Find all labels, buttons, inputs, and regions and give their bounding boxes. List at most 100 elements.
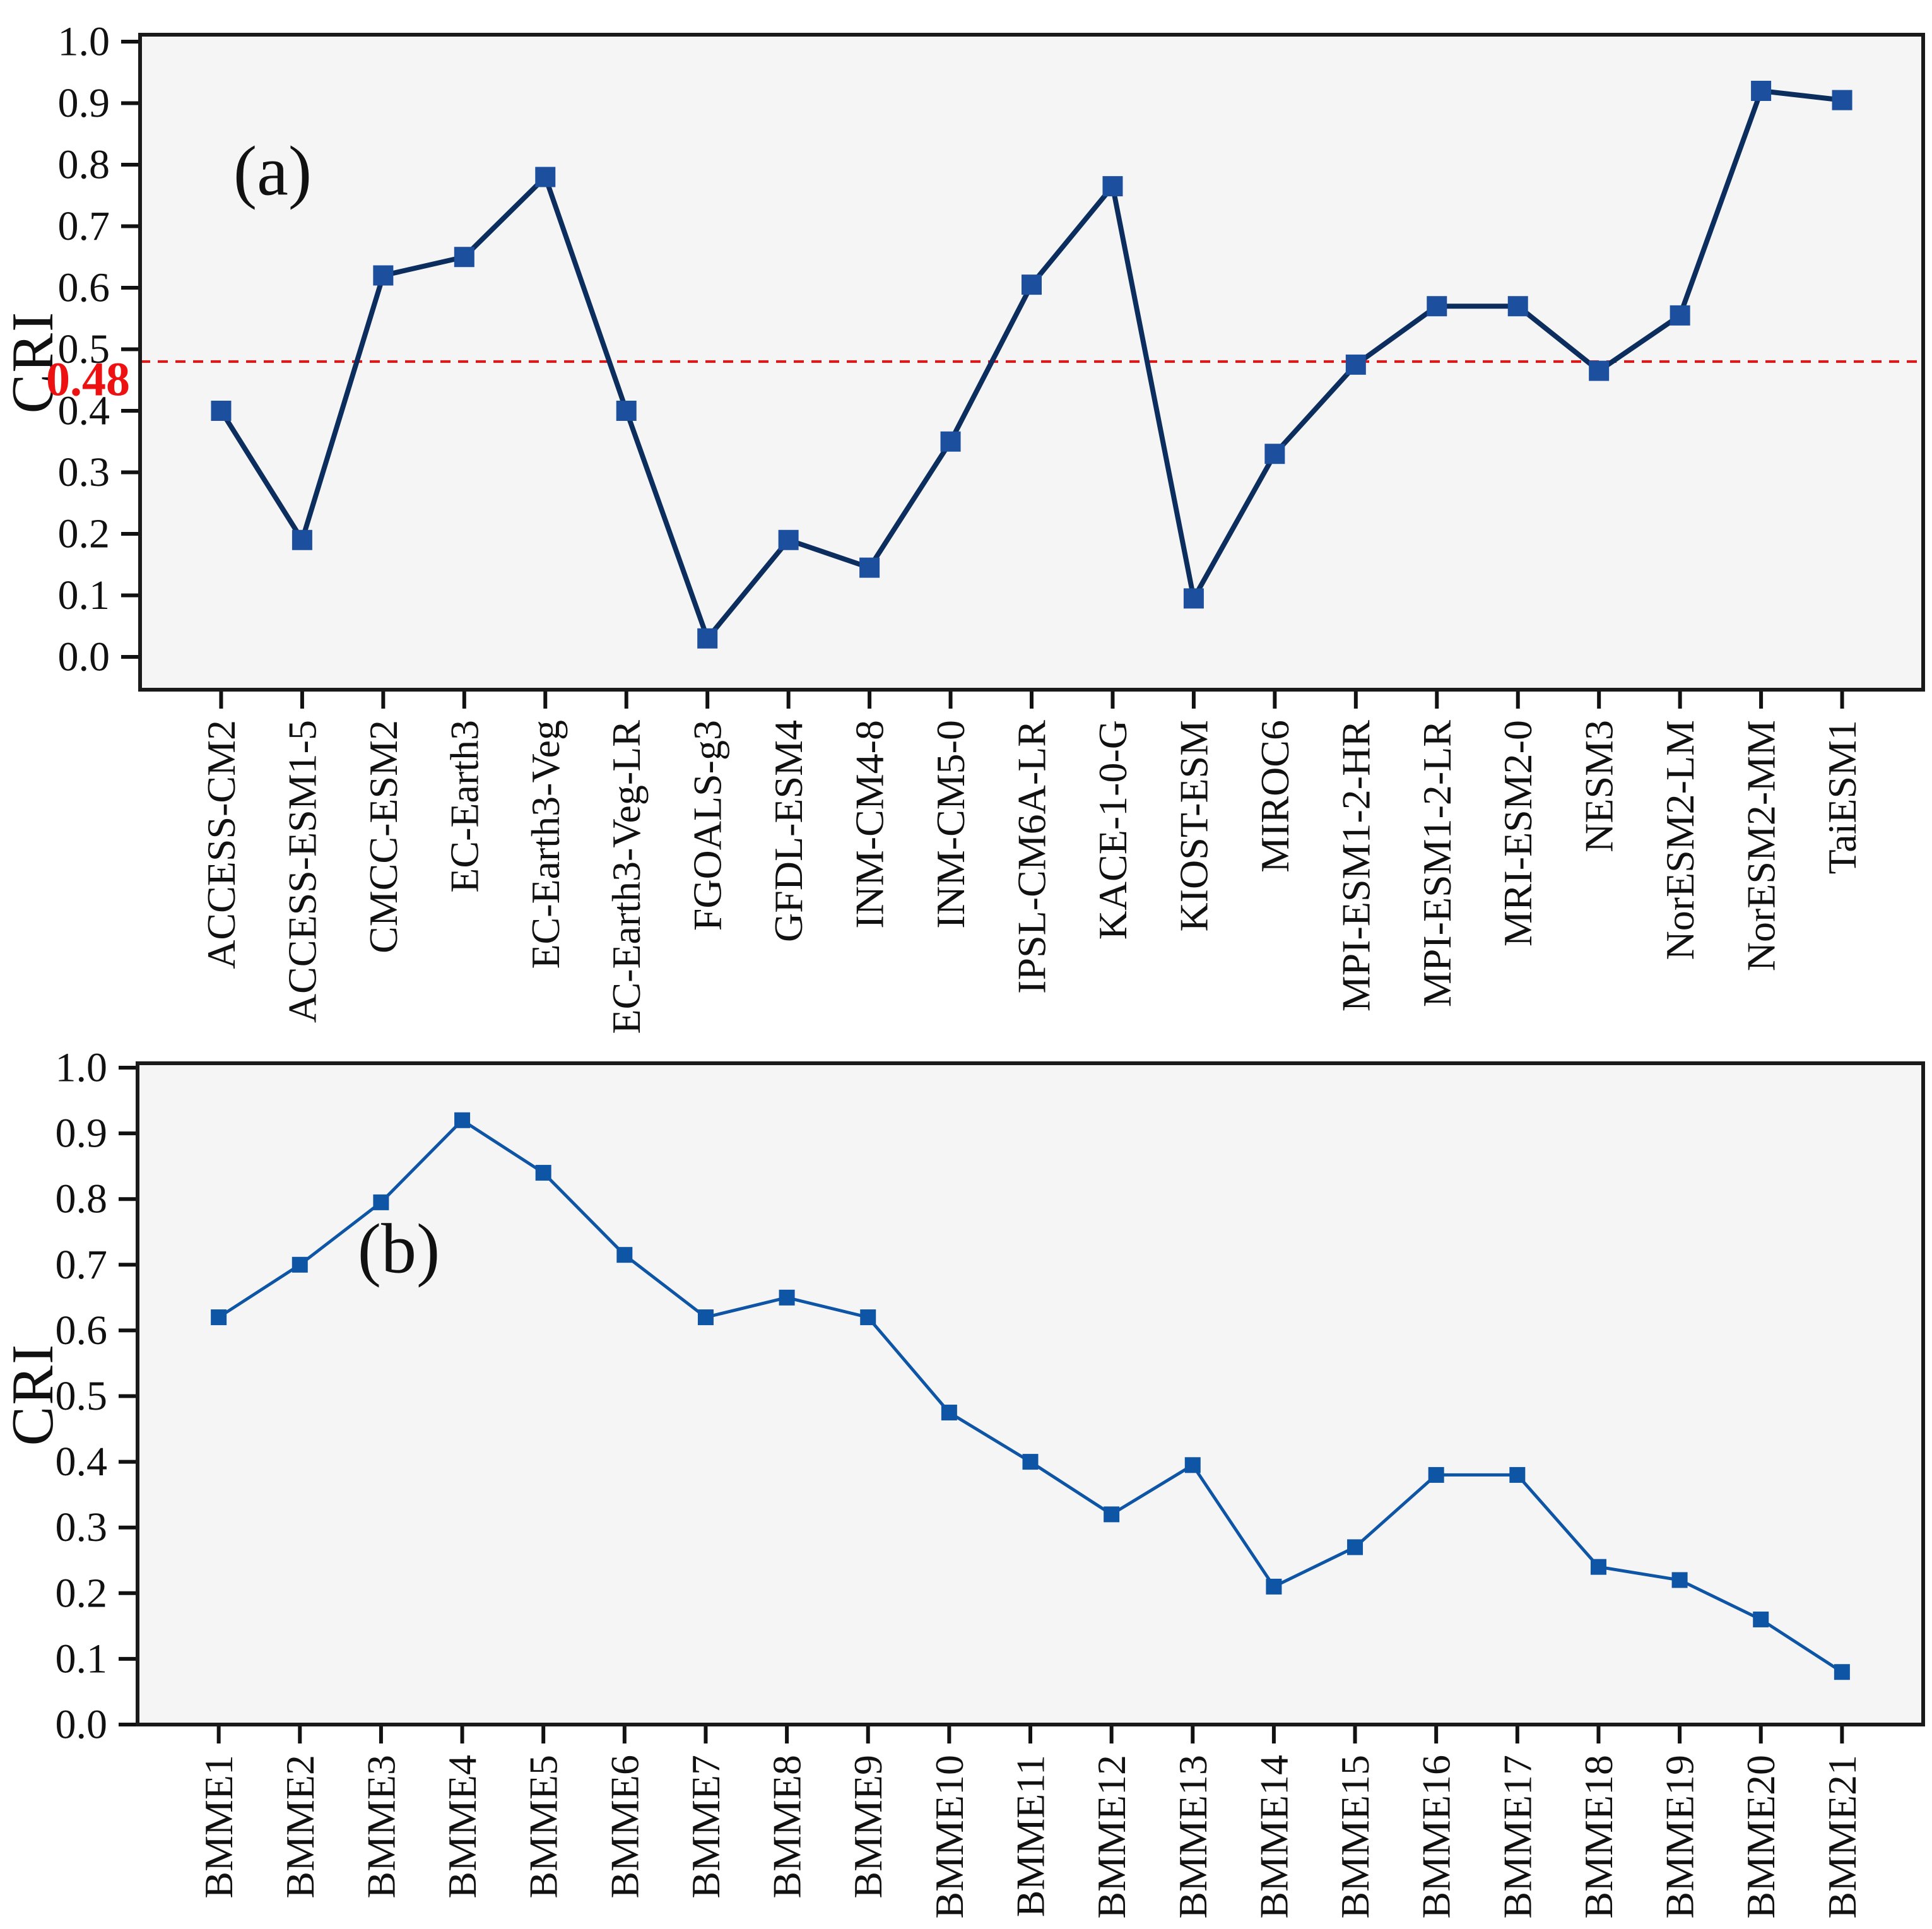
x-tick-label: KACE-1-0-G [1090,720,1135,940]
x-tick-label: BMME4 [440,1755,485,1899]
data-point-marker [1509,1466,1526,1483]
x-tick-label: NorESM2-MM [1739,720,1784,971]
panel-b-label: (b) [357,1210,440,1289]
x-tick-label: GFDL-ESM4 [766,720,811,942]
data-point-marker [859,557,880,578]
data-point-marker [1104,1506,1120,1523]
y-tick-label: 0.9 [56,1111,108,1157]
x-tick-label: BMME1 [196,1755,241,1899]
y-tick-label: 0.8 [56,1176,108,1222]
y-tick-label: 0.5 [58,326,110,372]
x-tick-label: NESM3 [1577,720,1622,852]
data-point-marker [1834,1664,1850,1680]
data-point-marker [535,167,556,187]
y-tick-label: 0.9 [58,80,110,126]
x-tick-label: TaiESM1 [1820,720,1864,874]
x-tick-label: EC-Earth3-Veg [523,720,568,969]
data-point-marker [535,1165,551,1181]
y-tick-label: 0.8 [58,142,110,188]
y-tick-label: 0.7 [56,1242,108,1288]
x-tick-label: BMME12 [1089,1755,1134,1919]
data-point-marker [1264,444,1285,464]
y-tick-label: 0.3 [58,449,110,495]
y-tick-label: 0.6 [58,265,110,311]
data-point-marker [1670,305,1690,326]
data-point-marker [373,265,394,286]
data-point-marker [1102,176,1123,197]
x-tick-label: BMME2 [278,1755,322,1899]
x-tick-label: IPSL-CM6A-LR [1010,720,1054,994]
y-tick-label: 0.2 [56,1570,108,1616]
data-point-marker [1428,1466,1444,1483]
y-tick-label: 0.4 [56,1439,108,1485]
data-point-marker [211,401,232,421]
x-tick-label: BMME16 [1414,1755,1459,1919]
x-tick-label: BMME20 [1738,1755,1783,1919]
data-point-marker [1427,296,1447,317]
data-point-marker [1832,90,1852,110]
data-point-marker [454,247,474,268]
y-tick-label: 0.4 [58,388,110,434]
y-tick-label: 1.0 [58,19,110,65]
data-point-marker [1753,1611,1769,1627]
y-tick-label: 0.2 [58,511,110,557]
x-tick-label: ACCESS-CM2 [199,720,244,969]
x-tick-label: NorESM2-LM [1658,720,1702,960]
data-point-marker [860,1309,876,1326]
plot-border [136,1061,1925,1726]
x-tick-label: INM-CM4-8 [847,720,892,929]
panel-b: 0.0 0.1 0.2 0.3 0.4 0.5 0.6 0.7 0.8 0.9 1.0 BMME1 BM… [56,1045,1925,1919]
data-point-marker [1022,274,1042,295]
x-tick-label: BMME19 [1658,1755,1702,1919]
y-tick-label: 1.0 [56,1045,108,1091]
x-tick-label: EC-Earth3 [442,720,486,893]
x-tick-label: INM-CM5-0 [928,720,973,929]
data-point-marker [941,1405,957,1421]
x-tick-label: BMME8 [765,1755,810,1899]
data-point-marker [1751,81,1772,101]
x-tick-label: BMME9 [845,1755,890,1899]
x-tick-label: MPI-ESM1-2-LR [1415,720,1459,1007]
data-point-marker [1266,1578,1282,1595]
x-tick-label: BMME17 [1495,1755,1540,1919]
x-tick-label: BMME10 [927,1755,972,1919]
x-tick-label: BMME15 [1333,1755,1377,1919]
data-point-marker [778,529,799,550]
y-axis-title-b: CRI [0,1343,66,1446]
x-tick-label: MIROC6 [1252,720,1297,873]
threshold-value-label: 0.48 [46,353,130,406]
panel-a: 0.0 0.1 0.2 0.3 0.4 0.5 0.6 0.7 0.8 0.9 1.0 ACCESS-… [58,19,1925,1034]
x-tick-label: BMME11 [1008,1755,1053,1917]
y-tick-label: 0.5 [56,1373,108,1419]
x-tick-label: BMME6 [602,1755,647,1899]
x-tick-label: BMME13 [1170,1755,1215,1919]
data-point-marker [1590,1559,1606,1575]
plot-area [138,1063,1923,1725]
data-point-marker [1345,354,1366,375]
data-point-marker [940,431,961,452]
x-tick-label: BMME21 [1820,1755,1864,1919]
data-point-marker [1507,296,1528,317]
x-tick-label: EC-Earth3-Veg-LR [604,720,649,1034]
y-tick-label: 0.0 [56,1702,108,1748]
data-point-marker [292,1256,308,1273]
data-point-marker [211,1309,227,1326]
x-tick-label: BMME18 [1576,1755,1621,1919]
y-tick-label: 0.7 [58,203,110,249]
data-point-marker [616,1247,633,1263]
data-point-marker [1184,1457,1201,1473]
x-tick-label: BMME5 [521,1755,566,1899]
y-tick-label: 0.6 [56,1307,108,1354]
x-tick-label: KIOST-ESM [1171,720,1216,931]
data-point-marker [1347,1539,1364,1555]
x-tick-label: BMME3 [358,1755,403,1899]
y-tick-label: 0.3 [56,1504,108,1550]
panel-a-label: (a) [233,132,312,211]
plot-border [138,33,1925,692]
y-tick-label: 0.1 [56,1636,108,1682]
x-tick-label: CMCC-ESM2 [361,720,406,953]
y-tick-label: 0.1 [58,572,110,618]
y-tick-label: 0.0 [58,634,110,680]
